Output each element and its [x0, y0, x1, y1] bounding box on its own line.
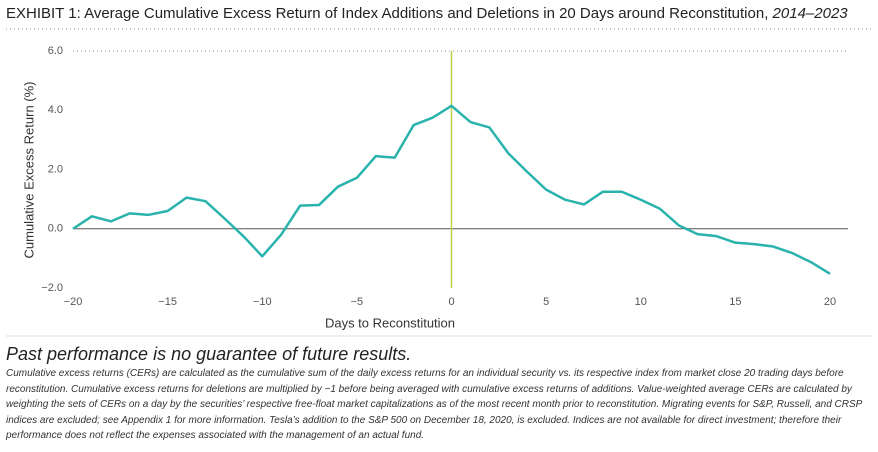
x-tick-label: 0 [448, 296, 454, 308]
x-tick-label: 15 [729, 296, 741, 308]
chart: EXHIBIT 1: Average Cumulative Excess Ret… [6, 5, 872, 337]
y-axis-label: Cumulative Excess Return (%) [21, 82, 36, 259]
y-tick-label: −2.0 [41, 282, 63, 294]
title-main: EXHIBIT 1: Average Cumulative Excess Ret… [6, 5, 768, 22]
x-tick-label: −20 [64, 296, 83, 308]
chart-title: EXHIBIT 1: Average Cumulative Excess Ret… [6, 5, 848, 22]
x-tick-label: 20 [824, 296, 836, 308]
x-tick-label: −10 [253, 296, 272, 308]
x-tick-label: −15 [158, 296, 177, 308]
x-axis-label: Days to Reconstitution [325, 315, 455, 330]
x-tick-label: 10 [635, 296, 647, 308]
data-line [72, 104, 831, 275]
x-tick-label: 5 [543, 296, 549, 308]
notes: Cumulative excess returns (CERs) are cal… [6, 368, 862, 441]
y-tick-label: 2.0 [48, 163, 63, 175]
y-tick-label: 4.0 [48, 104, 63, 116]
disclaimer: Past performance is no guarantee of futu… [6, 344, 412, 364]
y-tick-label: 6.0 [48, 45, 63, 57]
y-tick-label: 0.0 [48, 223, 63, 235]
title-period: 2014–2023 [772, 5, 849, 22]
x-tick-label: −5 [351, 296, 364, 308]
